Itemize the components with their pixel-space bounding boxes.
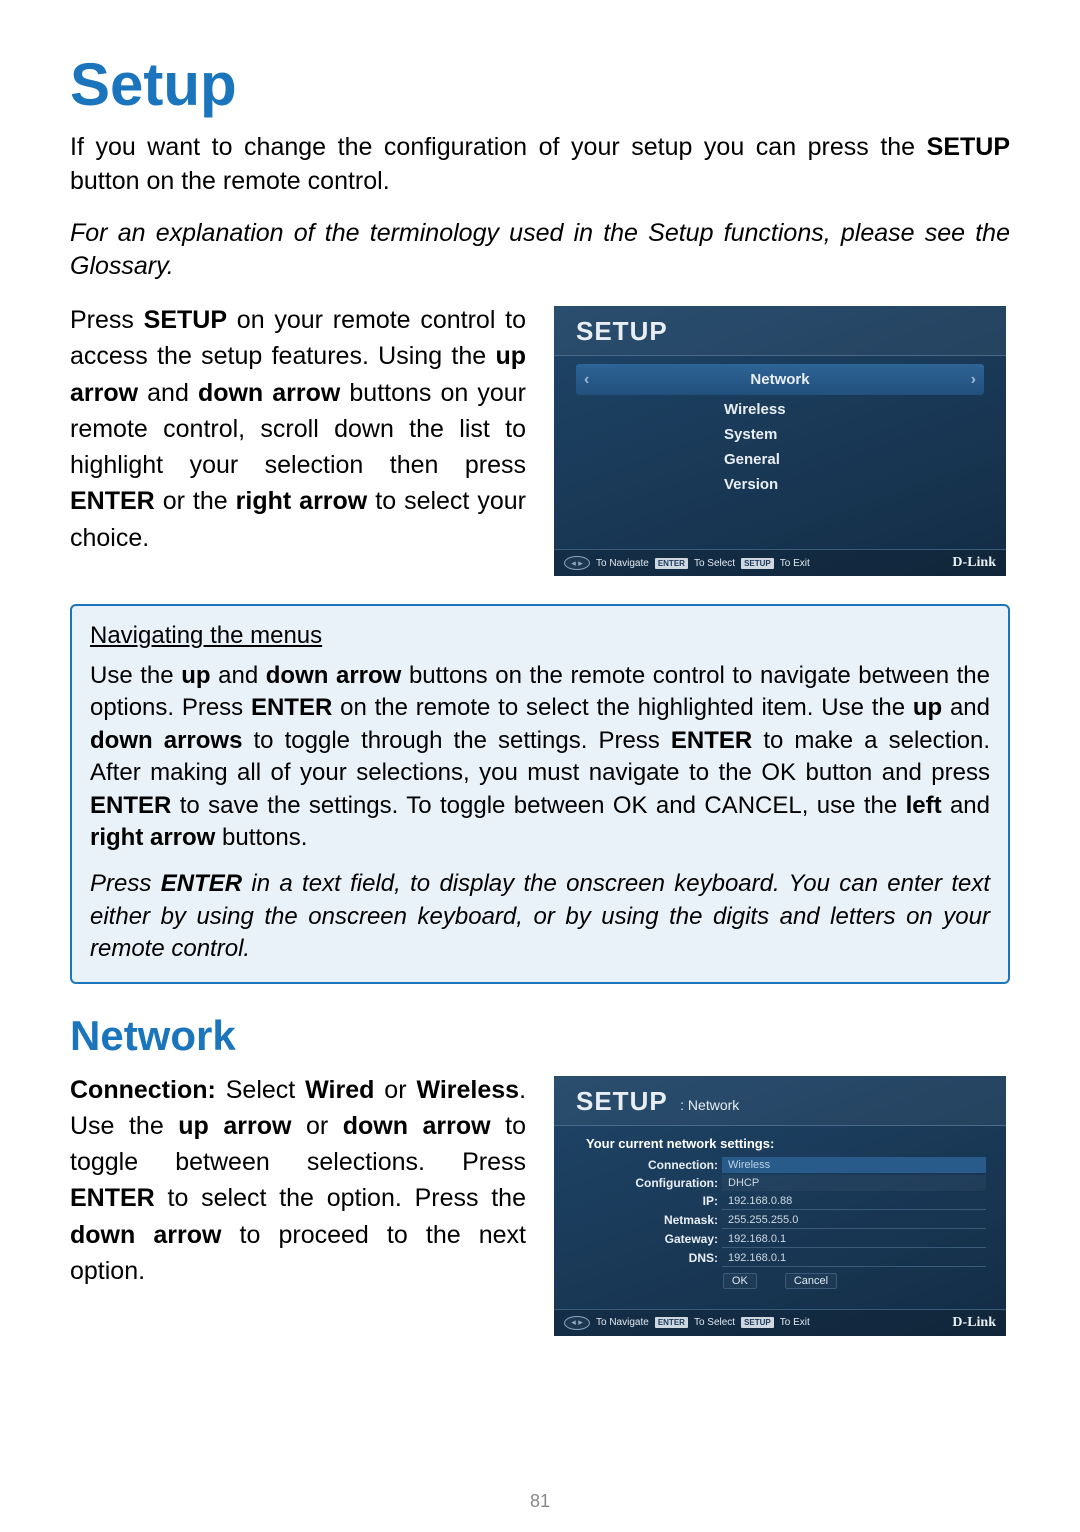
setting-label: IP:	[598, 1194, 718, 1208]
setting-value[interactable]: 255.255.255.0	[722, 1212, 986, 1229]
setting-value[interactable]: 192.168.0.88	[722, 1193, 986, 1210]
setting-value[interactable]: 192.168.0.1	[722, 1231, 986, 1248]
footer-select-text: To Select	[694, 558, 735, 569]
menu-item-selected[interactable]: ‹Network›	[576, 364, 984, 395]
nav-arrows-icon: ◂ ▸	[564, 556, 590, 570]
brand-logo: D-Link	[952, 555, 996, 571]
setting-label: Configuration:	[598, 1176, 718, 1190]
menu-item-label: Network	[589, 367, 970, 392]
setting-label: Connection:	[598, 1158, 718, 1172]
setting-label: Netmask:	[598, 1213, 718, 1227]
setting-value[interactable]: 192.168.0.1	[722, 1250, 986, 1267]
network-instructions: Connection: Select Wired or Wireless. Us…	[70, 1072, 526, 1340]
screen-footer: ◂ ▸ To Navigate ENTER To Select SETUP To…	[554, 549, 1006, 576]
intro-paragraph: If you want to change the configuration …	[70, 131, 1010, 199]
setup-menu-list: ‹Network›WirelessSystemGeneralVersion	[554, 356, 1006, 547]
infobox-note: Press ENTER in a text field, to display …	[90, 868, 990, 965]
menu-item[interactable]: Wireless	[584, 397, 976, 422]
cancel-button[interactable]: Cancel	[785, 1273, 837, 1289]
network-settings-heading: Your current network settings:	[586, 1136, 986, 1151]
setting-label: Gateway:	[598, 1232, 718, 1246]
infobox-body: Use the up and down arrow buttons on the…	[90, 660, 990, 854]
setup-key-icon: SETUP	[741, 1317, 774, 1328]
network-settings-grid: Connection: Wireless Configuration: DHCP IP:…	[598, 1157, 986, 1267]
setup-screenshot: SETUP ‹Network›WirelessSystemGeneralVers…	[550, 302, 1010, 580]
nav-arrows-icon: ◂ ▸	[564, 1316, 590, 1330]
glossary-note: For an explanation of the terminology us…	[70, 217, 1010, 285]
footer-nav-text: To Navigate	[596, 1317, 649, 1328]
setting-value[interactable]: Wireless	[722, 1157, 986, 1173]
chevron-right-icon: ›	[971, 371, 976, 389]
footer-select-text: To Select	[694, 1317, 735, 1328]
setup-key-icon: SETUP	[741, 558, 774, 569]
footer-nav-text: To Navigate	[596, 558, 649, 569]
menu-item[interactable]: General	[584, 447, 976, 472]
ok-button[interactable]: OK	[723, 1273, 757, 1289]
footer-exit-text: To Exit	[780, 1317, 810, 1328]
screen2-footer: ◂ ▸ To Navigate ENTER To Select SETUP To…	[554, 1309, 1006, 1336]
menu-item[interactable]: Version	[584, 472, 976, 497]
menu-item[interactable]: System	[584, 422, 976, 447]
setup-instructions: Press SETUP on your remote control to ac…	[70, 302, 526, 580]
infobox-title: Navigating the menus	[90, 622, 990, 650]
screen2-title: SETUP	[576, 1086, 668, 1116]
page-title: Setup	[70, 50, 1010, 119]
page-number: 81	[0, 1491, 1080, 1512]
setting-value[interactable]: DHCP	[722, 1175, 986, 1191]
screen2-subtitle: : Network	[680, 1097, 739, 1113]
footer-exit-text: To Exit	[780, 558, 810, 569]
navigating-menus-box: Navigating the menus Use the up and down…	[70, 604, 1010, 984]
setting-label: DNS:	[598, 1251, 718, 1265]
network-screenshot: SETUP : Network Your current network set…	[550, 1072, 1010, 1340]
enter-key-icon: ENTER	[655, 558, 688, 569]
brand-logo: D-Link	[952, 1315, 996, 1331]
screen-title: SETUP	[576, 316, 668, 346]
network-heading: Network	[70, 1012, 1010, 1060]
enter-key-icon: ENTER	[655, 1317, 688, 1328]
